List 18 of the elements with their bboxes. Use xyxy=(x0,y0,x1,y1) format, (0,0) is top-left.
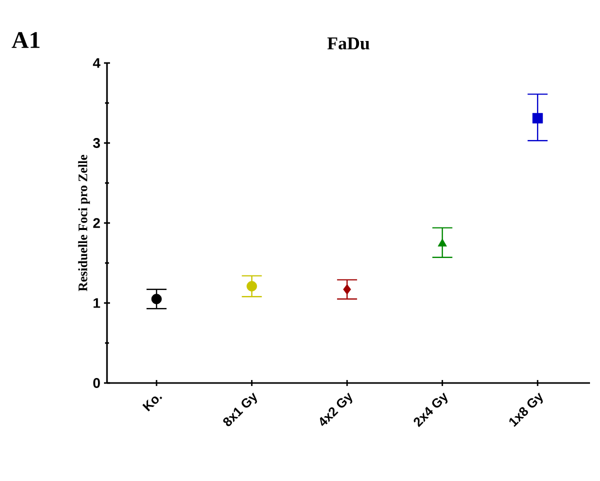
x-tick-label: 4x2 Gy xyxy=(320,392,352,426)
y-tick-label: 3 xyxy=(93,138,100,148)
x-tick-label: Ko. xyxy=(142,396,162,412)
point xyxy=(246,281,258,292)
point xyxy=(438,238,447,246)
x-tick-label: 8x1 Gy xyxy=(223,392,257,426)
point xyxy=(151,294,162,304)
point xyxy=(532,113,543,124)
y-tick-label: 0 xyxy=(93,378,100,388)
point xyxy=(343,284,352,295)
y-axis-title: Residuelle Foci pro Zelle xyxy=(78,154,90,292)
x-tick-label: 2x4 Gy xyxy=(414,392,448,428)
y-tick-label: 1 xyxy=(94,298,100,308)
x-tick-label: 1x8 Gy xyxy=(509,392,543,427)
y-tick-label: 4 xyxy=(92,58,100,68)
text: A1 xyxy=(12,32,40,48)
y-tick-label: 2 xyxy=(93,218,100,228)
chart-title: FaDu xyxy=(327,38,370,50)
